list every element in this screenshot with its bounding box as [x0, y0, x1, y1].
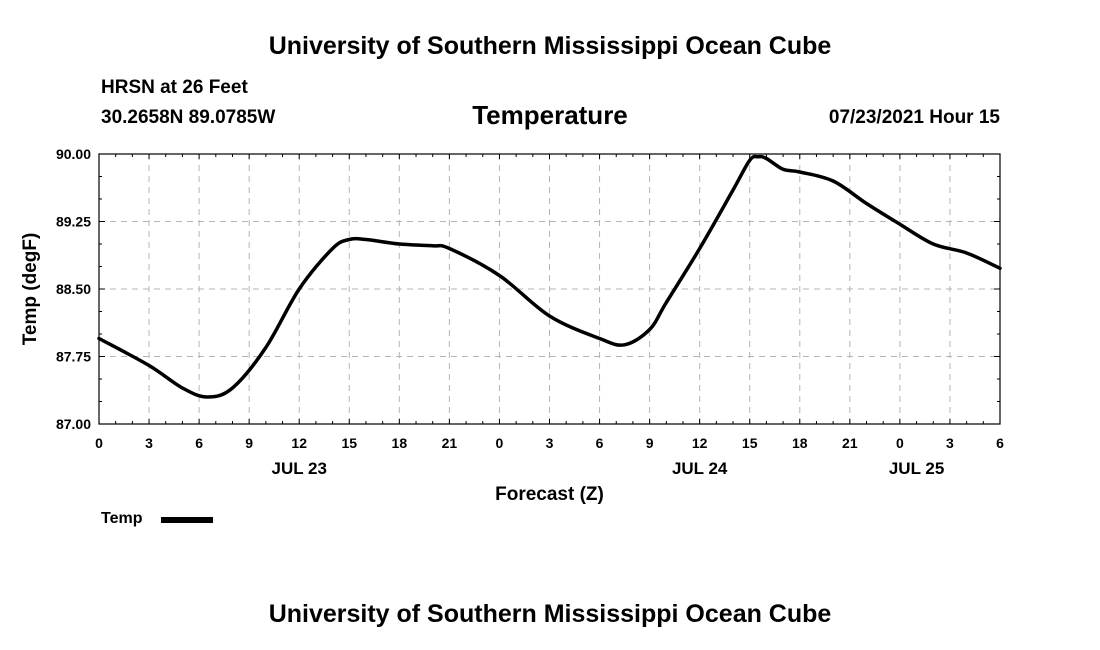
- x-tick-label: 21: [842, 435, 858, 451]
- x-tick-label: 0: [496, 435, 504, 451]
- date-label: JUL 25: [889, 459, 944, 478]
- y-tick-label: 90.00: [56, 146, 91, 162]
- station-label: HRSN at 26 Feet: [101, 77, 248, 98]
- y-tick-label: 87.75: [56, 349, 91, 365]
- x-axis-label: Forecast (Z): [495, 484, 604, 505]
- x-tick-label: 0: [896, 435, 904, 451]
- x-tick-label: 0: [95, 435, 103, 451]
- y-tick-label: 89.25: [56, 214, 91, 230]
- coordinates-label: 30.2658N 89.0785W: [101, 107, 276, 128]
- chart-title-bottom: University of Southern Mississippi Ocean…: [268, 600, 832, 628]
- x-tick-label: 6: [996, 435, 1004, 451]
- x-tick-label: 6: [596, 435, 604, 451]
- x-tick-label: 12: [291, 435, 307, 451]
- x-tick-label: 18: [792, 435, 808, 451]
- y-tick-label: 87.00: [56, 416, 91, 432]
- x-tick-label: 6: [195, 435, 203, 451]
- x-tick-label: 3: [546, 435, 554, 451]
- x-tick-label: 3: [145, 435, 153, 451]
- variable-title: Temperature: [472, 100, 628, 130]
- datetime-label: 07/23/2021 Hour 15: [828, 107, 1000, 128]
- x-tick-label: 9: [646, 435, 654, 451]
- x-tick-label: 15: [341, 435, 357, 451]
- y-tick-label: 88.50: [56, 281, 91, 297]
- legend-swatch: [161, 517, 213, 523]
- x-tick-label: 3: [946, 435, 954, 451]
- x-tick-label: 21: [442, 435, 458, 451]
- x-tick-label: 18: [392, 435, 408, 451]
- y-axis-label: Temp (degF): [20, 233, 41, 346]
- series-line-temp: [97, 154, 1002, 399]
- x-tick-label: 15: [742, 435, 758, 451]
- x-tick-label: 9: [245, 435, 253, 451]
- date-label: JUL 23: [271, 459, 326, 478]
- chart-title-top: University of Southern Mississippi Ocean…: [268, 32, 832, 60]
- date-label: JUL 24: [672, 459, 728, 478]
- plot-frame: [98, 153, 1001, 425]
- legend-label: Temp: [101, 510, 143, 527]
- x-tick-label: 12: [692, 435, 708, 451]
